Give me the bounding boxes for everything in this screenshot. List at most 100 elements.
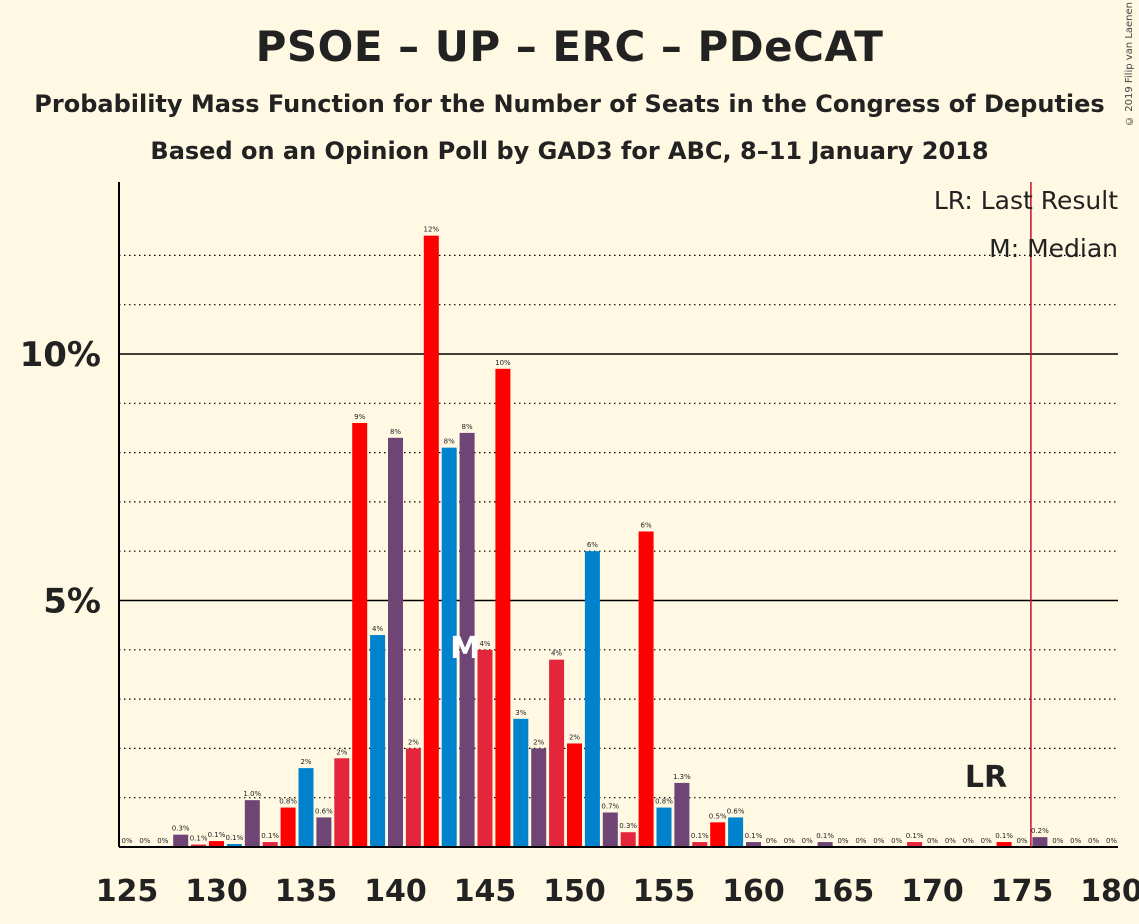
bar-label-seat-161: 0% — [766, 837, 777, 845]
bar-label-seat-149: 4% — [551, 650, 562, 658]
chart-title: PSOE – UP – ERC – PDeCAT — [255, 22, 884, 71]
bar-seat-136 — [316, 817, 332, 847]
bar-seat-150 — [567, 743, 582, 847]
bar-label-seat-162: 0% — [784, 837, 795, 845]
bar-label-seat-154: 6% — [641, 521, 652, 529]
median-label: M — [450, 631, 480, 666]
bar-label-seat-139: 4% — [372, 625, 383, 633]
bar-seat-137 — [334, 758, 350, 847]
bar-seat-129 — [191, 844, 207, 847]
x-tick-label-145: 145 — [454, 874, 517, 909]
bar-seat-159 — [728, 817, 744, 847]
x-tick-label-150: 150 — [543, 874, 606, 909]
bar-label-seat-129: 0.1% — [190, 835, 208, 843]
bar-seat-155 — [656, 807, 672, 847]
bar-seat-133 — [262, 842, 278, 847]
bar-seat-147 — [513, 718, 529, 847]
bar-label-seat-130: 0.1% — [208, 831, 226, 839]
bar-seat-164 — [817, 842, 833, 847]
x-tick-label-125: 125 — [96, 874, 159, 909]
y-tick-label-10: 10% — [20, 335, 101, 375]
bar-label-seat-167: 0% — [873, 837, 884, 845]
bar-label-seat-168: 0% — [891, 837, 902, 845]
legend-median: M: Median — [989, 234, 1118, 263]
bar-seat-132 — [244, 800, 260, 847]
bar-seat-148 — [531, 748, 547, 847]
bar-label-seat-126: 0% — [139, 837, 150, 845]
chart-subtitle: Probability Mass Function for the Number… — [34, 90, 1105, 118]
bar-seat-153 — [620, 832, 636, 847]
bar-label-seat-180: 0% — [1106, 837, 1117, 845]
bar-label-seat-151: 6% — [587, 541, 598, 549]
bar-seat-131 — [226, 844, 242, 847]
bar-label-seat-175: 0% — [1016, 837, 1027, 845]
legend-last-result: LR: Last Result — [934, 186, 1118, 215]
last-result-label: LR — [965, 760, 1007, 795]
bar-label-seat-159: 0.6% — [727, 807, 745, 815]
bar-seat-154 — [638, 531, 654, 847]
bar-seat-139 — [370, 635, 386, 847]
bar-label-seat-170: 0% — [927, 837, 938, 845]
bar-label-seat-128: 0.3% — [172, 825, 190, 833]
bar-seat-151 — [584, 551, 600, 847]
x-tick-label-155: 155 — [633, 874, 696, 909]
bar-seat-174 — [996, 842, 1012, 847]
bar-label-seat-158: 0.5% — [709, 812, 727, 820]
bar-seat-134 — [280, 807, 296, 847]
bar-seat-176 — [1032, 837, 1048, 847]
x-tick-label-130: 130 — [185, 874, 248, 909]
x-tick-label-135: 135 — [275, 874, 338, 909]
bar-seat-135 — [298, 768, 314, 847]
bar-label-seat-169: 0.1% — [906, 832, 924, 840]
bar-label-seat-156: 1.3% — [673, 773, 691, 781]
bar-label-seat-172: 0% — [963, 837, 974, 845]
bar-label-seat-138: 9% — [354, 413, 365, 421]
bar-label-seat-143: 8% — [444, 438, 455, 446]
bar-label-seat-141: 2% — [408, 738, 419, 746]
bar-label-seat-142: 12% — [424, 226, 440, 234]
bar-seat-138 — [352, 423, 368, 847]
bar-label-seat-136: 0.6% — [315, 807, 333, 815]
bar-label-seat-148: 2% — [533, 738, 544, 746]
bar-value-labels: 0% 0% 0%0.3%0.1% 0.1% 0.1%1.0%0.1%0.8%2%0.6%… — [121, 226, 1117, 845]
bar-label-seat-125: 0% — [121, 837, 132, 845]
bar-label-seat-155: 0.8% — [655, 798, 673, 806]
bar-label-seat-157: 0.1% — [691, 832, 709, 840]
bar-label-seat-134: 0.8% — [279, 798, 297, 806]
bar-label-seat-177: 0% — [1052, 837, 1063, 845]
bar-label-seat-152: 0.7% — [601, 802, 619, 810]
bar-seat-142 — [423, 235, 439, 847]
bar-seat-141 — [405, 748, 421, 847]
bar-seat-130 — [209, 841, 224, 847]
bar-seat-156 — [674, 782, 690, 847]
bar-label-seat-173: 0% — [981, 837, 992, 845]
bar-seat-143 — [441, 447, 457, 847]
bar-label-seat-171: 0% — [945, 837, 956, 845]
bar-seat-160 — [746, 842, 761, 847]
bar-seat-158 — [710, 822, 726, 847]
bar-label-seat-176: 0.2% — [1031, 827, 1049, 835]
x-tick-label-180: 180 — [1080, 874, 1139, 909]
x-tick-label-140: 140 — [364, 874, 427, 909]
bar-label-seat-146: 10% — [495, 359, 511, 367]
bar-seat-146 — [495, 368, 511, 847]
bar-seat-152 — [602, 812, 618, 847]
y-tick-label-5: 5% — [43, 582, 101, 622]
bar-seat-140 — [388, 437, 403, 847]
bar-label-seat-165: 0% — [837, 837, 848, 845]
bar-label-seat-164: 0.1% — [816, 832, 834, 840]
bar-label-seat-144: 8% — [462, 423, 473, 431]
bar-label-seat-131: 0.1% — [226, 834, 244, 842]
bar-label-seat-163: 0% — [802, 837, 813, 845]
bar-seat-145 — [477, 649, 493, 847]
bar-seat-128 — [173, 834, 189, 847]
bar-label-seat-132: 1.0% — [243, 790, 261, 798]
bar-label-seat-166: 0% — [855, 837, 866, 845]
bar-label-seat-179: 0% — [1088, 837, 1099, 845]
bar-label-seat-147: 3% — [515, 709, 526, 717]
bar-label-seat-174: 0.1% — [995, 832, 1013, 840]
x-tick-label-170: 170 — [901, 874, 964, 909]
bar-label-seat-135: 2% — [300, 758, 311, 766]
bar-label-seat-178: 0% — [1070, 837, 1081, 845]
